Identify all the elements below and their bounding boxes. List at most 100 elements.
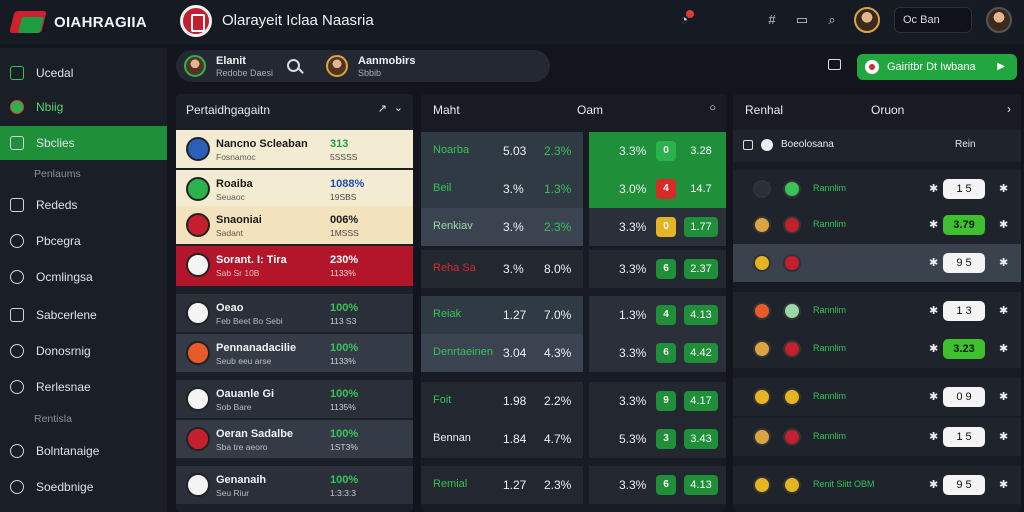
profile-avatar[interactable]: [986, 7, 1012, 33]
table-row[interactable]: Genanaih Seu Riur 100% 1:3:3:3: [176, 466, 413, 504]
close-icon[interactable]: ✱: [929, 305, 939, 317]
close-icon[interactable]: ✱: [929, 183, 939, 195]
table-row[interactable]: Beil 3.% 1.3% 3.0% 4 14.7: [421, 170, 726, 208]
score-badge[interactable]: 1 3: [943, 301, 985, 321]
refresh-icon[interactable]: ○: [709, 102, 716, 114]
sidebar-item-12[interactable]: Soedbnige: [0, 470, 167, 504]
score-badge[interactable]: 3.23: [943, 339, 985, 359]
close-icon[interactable]: ✱: [929, 479, 939, 491]
table-row[interactable]: Snaoniai Sadant 006% 1MSSS: [176, 206, 413, 244]
list-item[interactable]: Rannlim ✱ 3.79 ✱: [733, 206, 1021, 244]
list-item[interactable]: Rannlim ✱ 0 9 ✱: [733, 378, 1021, 416]
sidebar-item-9[interactable]: Rerlesnae: [0, 370, 167, 404]
avatar[interactable]: [854, 7, 880, 33]
close-icon[interactable]: ✱: [929, 257, 939, 269]
table-row[interactable]: Sorant. I: Tira Sab Sr 10B 230% 1133%: [176, 246, 413, 286]
stats-icon[interactable]: #: [768, 12, 776, 27]
score-badge[interactable]: 9 5: [943, 475, 985, 495]
sidebar-item-2[interactable]: Sbclies: [0, 126, 167, 160]
sidebar-item-4[interactable]: Rededs: [0, 188, 167, 222]
close-icon[interactable]: ✱: [929, 431, 939, 443]
row-chip[interactable]: 6: [656, 343, 676, 363]
screen-icon[interactable]: [828, 59, 841, 70]
row-name: Snaoniai: [216, 214, 262, 226]
row-chip[interactable]: 3: [656, 429, 676, 449]
table-row[interactable]: Noarba 5.03 2.3% 3.3% 0 3.28: [421, 132, 726, 170]
table-row[interactable]: Reha Sa 3.% 8.0% 3.3% 6 2.37: [421, 250, 726, 288]
table-row[interactable]: Denrtaeinen 3.04 4.3% 3.3% 6 4.42: [421, 334, 726, 372]
more-icon[interactable]: ✱: [999, 431, 1009, 443]
close-icon[interactable]: ✱: [929, 219, 939, 231]
cta-button[interactable]: Gairitbr Dt Iwbana ▶: [857, 54, 1017, 80]
search-bar[interactable]: Elanit Redobe Daesi Aanmobirs Sbbib: [176, 50, 550, 82]
odds-button[interactable]: 3.28: [684, 141, 718, 161]
more-icon[interactable]: ✱: [999, 183, 1009, 195]
score-badge[interactable]: 0 9: [943, 387, 985, 407]
row-chip[interactable]: 0: [656, 141, 676, 161]
score-badge[interactable]: 1 5: [943, 427, 985, 447]
table-row[interactable]: Reiak 1.27 7.0% 1.3% 4 4.13: [421, 296, 726, 334]
odds-button[interactable]: 1.77: [684, 217, 718, 237]
table-row[interactable]: Oeao Feb Beet Bo Sebi 100% 113 S3: [176, 294, 413, 332]
more-icon[interactable]: ✱: [999, 305, 1009, 317]
sidebar-item-6[interactable]: Ocmlingsa: [0, 260, 167, 294]
brand[interactable]: OIAHRAGIIA: [9, 7, 147, 37]
list-item[interactable]: Rannlim ✱ 1 5 ✱: [733, 170, 1021, 208]
sidebar-item-11[interactable]: Bolntanaige: [0, 434, 167, 468]
table-row[interactable]: Nancno Scleaban Fosnamoc 313 5SSSS: [176, 130, 413, 168]
odds-button[interactable]: 4.13: [684, 305, 718, 325]
score-badge[interactable]: 9 5: [943, 253, 985, 273]
table-row[interactable]: Oauanle Gi Sob Bare 100% 1135%: [176, 380, 413, 418]
close-icon[interactable]: ✱: [929, 343, 939, 355]
row-chip[interactable]: 6: [656, 259, 676, 279]
list-item[interactable]: ✱ 9 5 ✱: [733, 244, 1021, 282]
list-item[interactable]: Rannlim ✱ 1 3 ✱: [733, 292, 1021, 330]
table-row[interactable]: Renkiav 3.% 2.3% 3.3% 0 1.77: [421, 208, 726, 246]
score-badge[interactable]: 3.79: [943, 215, 985, 235]
odds-button[interactable]: 3.43: [684, 429, 718, 449]
sidebar-sub-3[interactable]: Penlaums: [34, 168, 81, 180]
table-row[interactable]: Oeran Sadalbe Sba tre aeoro 100% 1ST3%: [176, 420, 413, 458]
message-icon[interactable]: ▭: [795, 12, 809, 27]
search-icon[interactable]: [287, 59, 300, 72]
table-row[interactable]: Bennan 1.84 4.7% 5.3% 3 3.43: [421, 420, 726, 458]
table-row[interactable]: Remial 1.27 2.3% 3.3% 6 4.13: [421, 466, 726, 504]
more-icon[interactable]: ✱: [999, 343, 1009, 355]
row-pct-sub: 1ST3%: [330, 442, 358, 452]
list-item[interactable]: Renit Siitt OBM ✱ 9 5 ✱: [733, 466, 1021, 504]
sidebar-item-7[interactable]: Sabcerlene: [0, 298, 167, 332]
chevron-down-icon[interactable]: ⌄: [393, 102, 403, 114]
chevron-right-icon[interactable]: ›: [1007, 102, 1011, 116]
row-chip[interactable]: 0: [656, 217, 676, 237]
row-chip[interactable]: 9: [656, 391, 676, 411]
odds-button[interactable]: 4.17: [684, 391, 718, 411]
sidebar-sub-10[interactable]: Rentisla: [34, 413, 72, 425]
table-row[interactable]: Roaiba Seuaoc 1088% 19SBS: [176, 170, 413, 208]
table-row[interactable]: Foit 1.98 2.2% 3.3% 9 4.17: [421, 382, 726, 420]
more-icon[interactable]: ✱: [999, 219, 1009, 231]
row-chip[interactable]: 4: [656, 305, 676, 325]
sidebar-item-8[interactable]: Donosrnig: [0, 334, 167, 368]
more-icon[interactable]: ✱: [999, 479, 1009, 491]
odds-button[interactable]: 14.7: [684, 179, 718, 199]
sidebar-item-0[interactable]: Ucedal: [0, 56, 167, 90]
sidebar-item-5[interactable]: Pbcegra: [0, 224, 167, 258]
list-item[interactable]: Rannlim ✱ 1 5 ✱: [733, 418, 1021, 456]
table-row[interactable]: Pennanadacilie Seub eeu arse 100% 1133%: [176, 334, 413, 372]
odds-button[interactable]: 4.42: [684, 343, 718, 363]
odds-button[interactable]: 2.37: [684, 259, 718, 279]
sidebar-item-1[interactable]: Nbiig: [0, 90, 167, 124]
more-icon[interactable]: ✱: [999, 391, 1009, 403]
row-name: Oauanle Gi: [216, 388, 275, 400]
score-badge[interactable]: 1 5: [943, 179, 985, 199]
expand-icon[interactable]: ↗: [377, 103, 387, 115]
user-name[interactable]: Oc Ban: [894, 7, 972, 33]
notification-icon[interactable]: ◔: [676, 10, 694, 28]
odds-button[interactable]: 4.13: [684, 475, 718, 495]
row-chip[interactable]: 4: [656, 179, 676, 199]
more-icon[interactable]: ✱: [999, 257, 1009, 269]
search-icon-top[interactable]: ⌕: [828, 12, 836, 27]
close-icon[interactable]: ✱: [929, 391, 939, 403]
row-chip[interactable]: 6: [656, 475, 676, 495]
list-item[interactable]: Rannlim ✱ 3.23 ✱: [733, 330, 1021, 368]
